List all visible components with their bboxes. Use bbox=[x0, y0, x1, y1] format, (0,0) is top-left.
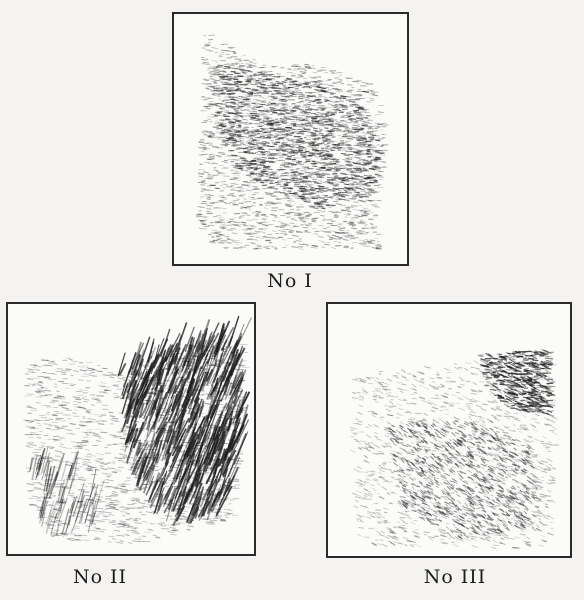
figure-3-caption: No III bbox=[423, 566, 487, 588]
figure-2-plate bbox=[6, 302, 256, 556]
figure-3-plate bbox=[326, 302, 572, 558]
figure-2-caption: No II bbox=[72, 566, 128, 588]
figure-1-plate bbox=[172, 12, 409, 266]
figure-1-caption: No I bbox=[267, 270, 313, 292]
figure-2-texture bbox=[23, 315, 252, 544]
figure-1-texture bbox=[195, 34, 389, 250]
figure-3-texture bbox=[350, 349, 560, 550]
